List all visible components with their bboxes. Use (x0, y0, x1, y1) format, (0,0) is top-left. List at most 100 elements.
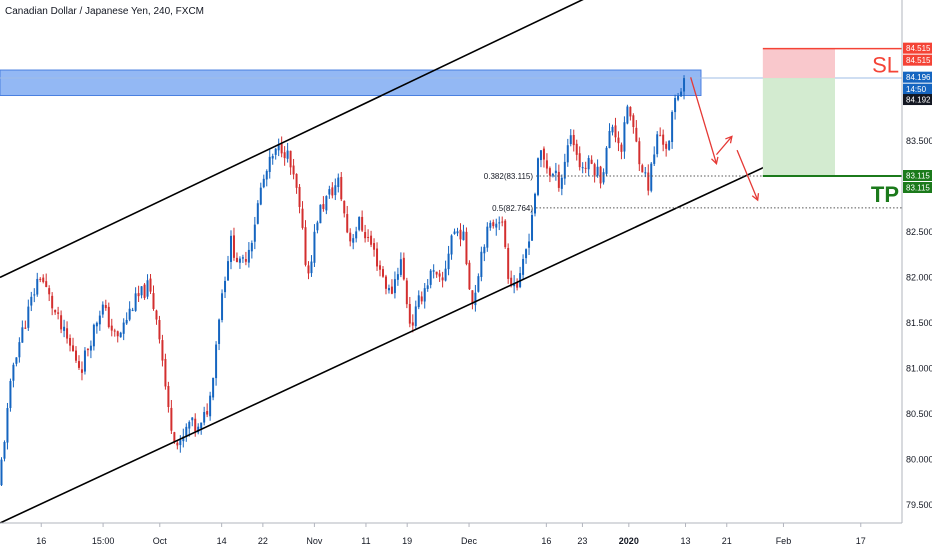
candle-body (480, 251, 483, 277)
candle-body (536, 158, 539, 195)
candle-body (57, 312, 60, 314)
price-tick-label: 81.500 (906, 318, 932, 328)
time-tick-label: 13 (681, 536, 691, 546)
candle-body (215, 344, 218, 379)
candle-body (325, 196, 328, 211)
candle-body (662, 134, 665, 145)
time-tick-label: 11 (361, 536, 370, 546)
time-tick-label: 16 (36, 536, 46, 546)
candle-body (626, 106, 629, 124)
price-tag-label: 14:50 (906, 85, 927, 94)
candle-body (516, 282, 519, 288)
candle-body (596, 166, 599, 176)
candle-body (179, 440, 182, 446)
candle-body (3, 441, 6, 459)
price-tag-label: 84.515 (906, 56, 931, 65)
candle-body (545, 160, 548, 169)
candle-body (557, 171, 560, 188)
candle-body (522, 258, 525, 275)
candle-body (614, 125, 617, 138)
price-tag-box (903, 94, 932, 106)
candle-body (18, 342, 21, 358)
time-tick-label: Dec (461, 536, 478, 546)
candle-body (77, 361, 80, 368)
candle-body (101, 304, 104, 315)
price-tag-label: 83.115 (906, 184, 930, 193)
candle-body (402, 257, 405, 280)
candle-body (563, 161, 566, 179)
time-tick-label: Nov (306, 536, 323, 546)
candle-body (498, 222, 501, 224)
candle-body (551, 173, 554, 176)
candle-body (21, 327, 24, 343)
candle-body (307, 265, 310, 274)
candle-body (188, 421, 191, 429)
take-profit-zone (762, 78, 835, 177)
candle-body (671, 111, 674, 142)
candle-body (80, 369, 83, 373)
drawings-layer: 0.382(83.115) 0.5(82.764) SL TP (0, 0, 902, 524)
candle-body (48, 288, 51, 295)
candle-body (542, 148, 545, 160)
candle-body (173, 432, 176, 443)
price-tag-box (903, 182, 932, 194)
candle-body (629, 106, 632, 117)
candle-body (310, 261, 313, 274)
candle-body (63, 326, 66, 331)
candle-body (185, 426, 188, 437)
candle-body (224, 280, 227, 293)
candle-body (620, 144, 623, 152)
time-tick-label: 23 (577, 536, 587, 546)
candle-body (6, 408, 9, 443)
candle-body (30, 296, 33, 306)
candle-body (534, 193, 537, 214)
candle-body (24, 327, 27, 329)
candle-body (647, 172, 650, 191)
candle-body (528, 241, 531, 248)
candle-body (298, 186, 301, 207)
candle-body (301, 208, 304, 228)
candle-body (569, 135, 572, 145)
candle-body (474, 292, 477, 306)
candle-body (0, 459, 3, 486)
candle-body (560, 177, 563, 189)
candle-body (444, 268, 447, 281)
candle-body (247, 249, 250, 263)
candle-body (334, 185, 337, 196)
candle-body (373, 243, 376, 250)
candle-body (42, 277, 45, 282)
candle-body (209, 395, 212, 417)
candle-body (170, 407, 173, 431)
candle-body (265, 171, 268, 180)
candle-body (587, 158, 590, 170)
candle-body (194, 418, 197, 432)
candle-body (39, 278, 42, 280)
candle-body (438, 273, 441, 277)
fib-level-label: 0.5(82.764) (492, 204, 533, 213)
candle-body (468, 262, 471, 290)
channel-upper-line (0, 0, 584, 279)
candle-body (370, 235, 373, 245)
candle-body (641, 165, 644, 173)
candle-body (617, 137, 620, 144)
candle-body (218, 319, 221, 344)
time-tick-label: 14 (217, 536, 227, 546)
candle-body (277, 144, 280, 151)
stop-loss-zone (762, 48, 835, 79)
chart-title: Canadian Dollar / Japanese Yen, 240, FXC… (5, 6, 204, 17)
candle-body (554, 170, 557, 174)
candle-body (548, 168, 551, 176)
time-tick-label: Oct (153, 536, 168, 546)
candle-body (280, 143, 283, 154)
candle-body (623, 122, 626, 152)
candle-body (200, 422, 203, 429)
price-tag-label: 83.115 (906, 172, 930, 181)
candle-body (92, 324, 95, 347)
candle-body (253, 224, 256, 242)
candle-body (328, 189, 331, 195)
candle-body (104, 305, 107, 309)
price-tick-label: 80.000 (906, 454, 932, 464)
candle-body (116, 331, 119, 337)
candle-body (632, 115, 635, 128)
